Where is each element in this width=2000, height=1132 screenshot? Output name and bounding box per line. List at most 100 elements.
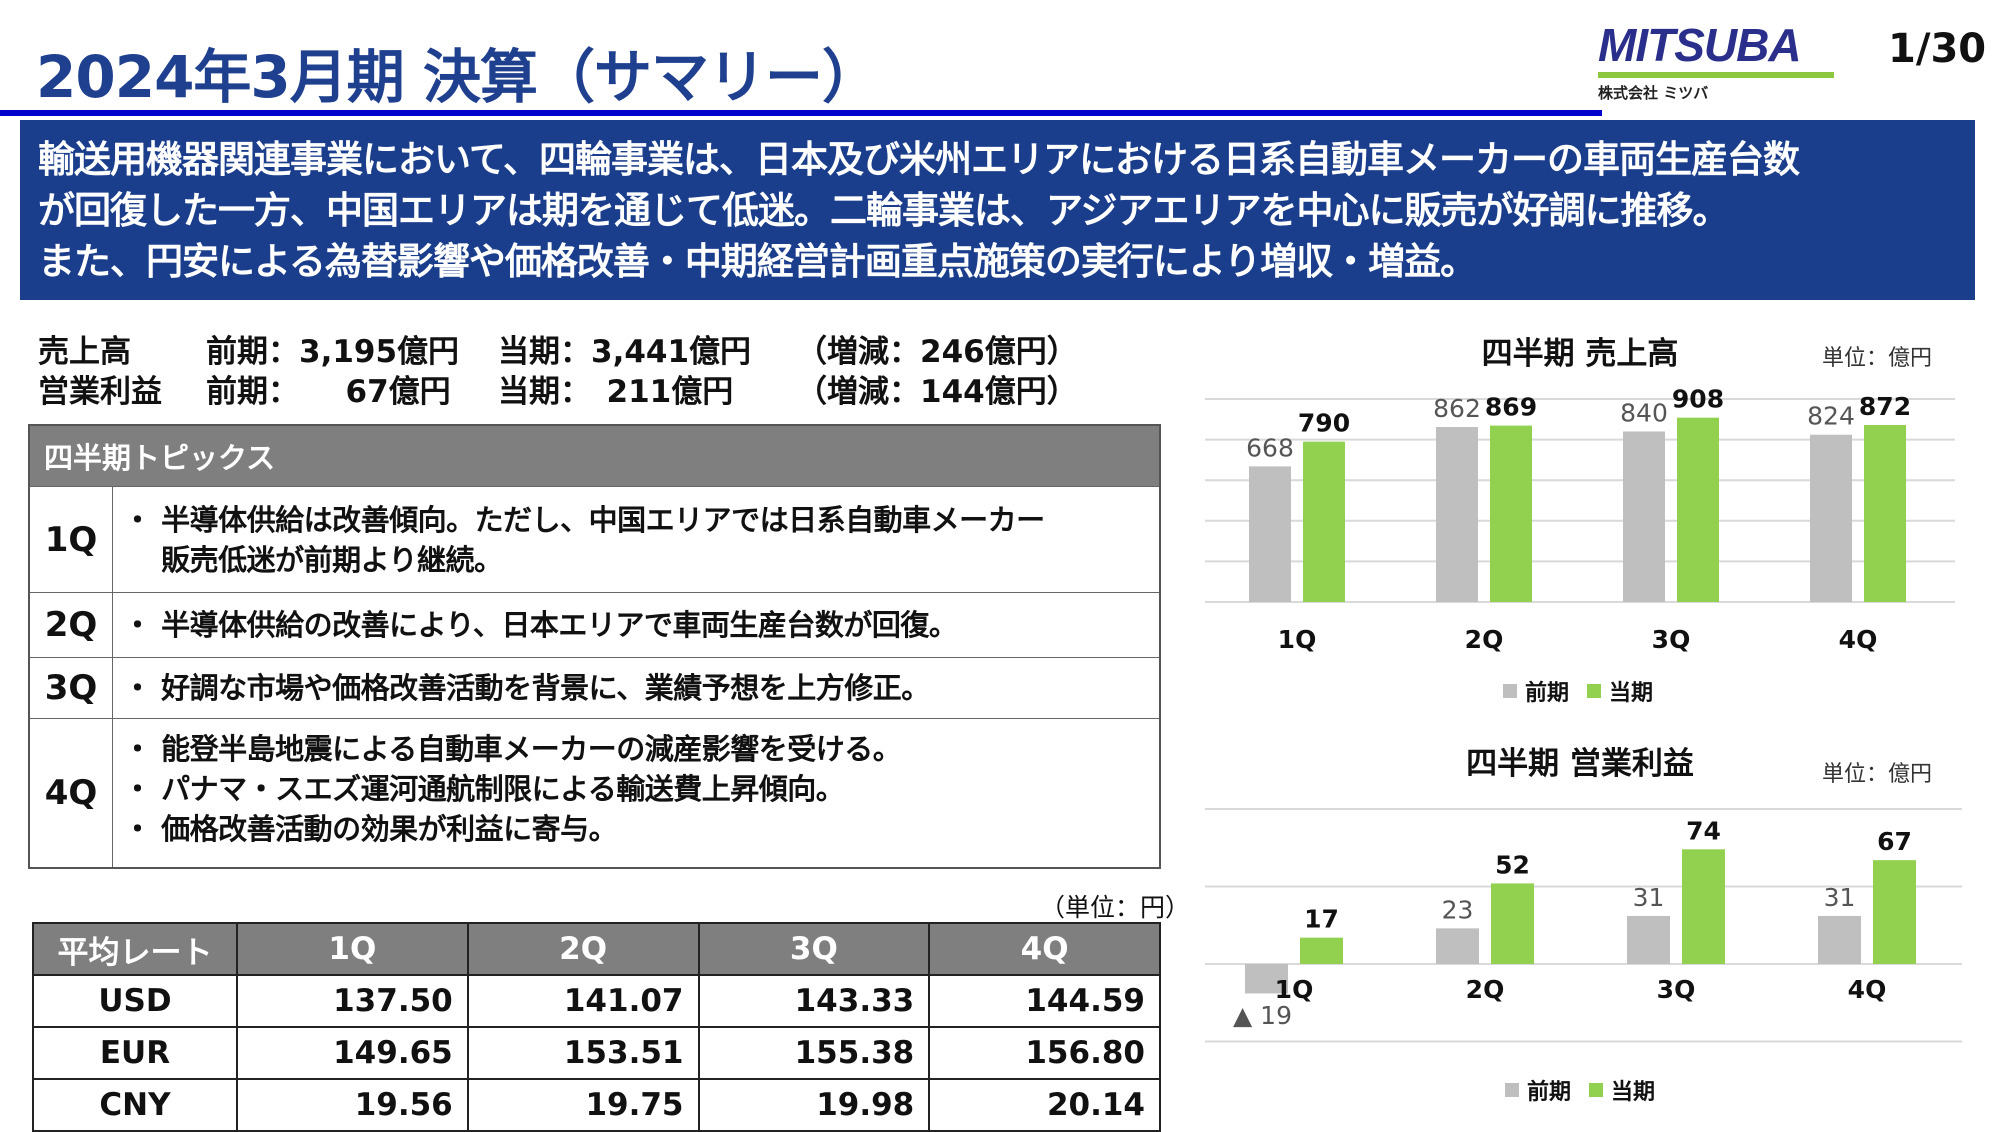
- rate-cell: 156.80: [928, 1026, 1161, 1080]
- page-number: 1/30: [1888, 26, 1987, 72]
- x-tick-label: 3Q: [1652, 625, 1691, 654]
- topic-bullet: ・ パナマ・スエズ運河通航制限による輸送費上昇傾向。: [123, 772, 845, 806]
- x-tick-label: 3Q: [1657, 975, 1696, 1004]
- summary-label: 売上高: [38, 334, 131, 370]
- data-label: 74: [1686, 816, 1721, 845]
- logo-subtext: 株式会社 ミツバ: [1598, 84, 1709, 102]
- x-tick-label: 2Q: [1466, 975, 1505, 1004]
- sales-chart-unit: 単位：億円: [1822, 346, 1933, 371]
- table-row: 3Q ・ 好調な市場や価格改善活動を背景に、業績予想を上方修正。: [28, 657, 1161, 719]
- page-title: 2024年3月期 決算（サマリー）: [36, 43, 880, 111]
- rate-cell: 19.98: [697, 1078, 931, 1132]
- summary-banner: 輸送用機器関連事業において、四輪事業は、日本及び米州エリアにおける日系自動車メー…: [20, 120, 1975, 300]
- bar-prev-1Q: [1245, 964, 1288, 994]
- banner-line: が回復した一方、中国エリアは期を通じて低迷。二輪事業は、アジアエリアを中心に販売…: [38, 189, 1730, 232]
- bar-prev-2Q: [1436, 427, 1478, 602]
- rate-cell: 155.38: [697, 1026, 931, 1080]
- currency-cell: EUR: [32, 1026, 238, 1080]
- bar-prev-3Q: [1627, 915, 1670, 964]
- table-row: USD 137.50 141.07 143.33 144.59: [32, 974, 1161, 1028]
- rate-cell: 141.07: [466, 974, 700, 1028]
- data-label: 790: [1298, 409, 1350, 438]
- data-label: 869: [1485, 393, 1537, 422]
- column-header: 4Q: [928, 922, 1161, 976]
- data-label: 668: [1246, 433, 1294, 462]
- data-label: 31: [1824, 883, 1856, 912]
- data-label: 31: [1633, 883, 1665, 912]
- bar-curr-1Q: [1300, 937, 1343, 964]
- data-label: 52: [1495, 850, 1530, 879]
- x-tick-label: 2Q: [1465, 625, 1504, 654]
- summary-operating-profit: 営業利益 前期： 67億円 当期： 211億円 （増減：144億円）: [38, 366, 1078, 411]
- logo-wordmark: MITSUBA: [1598, 19, 1802, 71]
- bar-curr-2Q: [1490, 425, 1532, 602]
- legend-swatch-prev: [1503, 684, 1517, 698]
- topic-bullet: ・ 好調な市場や価格改善活動を背景に、業績予想を上方修正。: [123, 671, 930, 705]
- sales-chart-title: 四半期 売上高: [1481, 336, 1679, 372]
- bar-curr-2Q: [1491, 883, 1534, 964]
- data-label: ▲ 19: [1233, 1001, 1292, 1030]
- banner-line: 輸送用機器関連事業において、四輪事業は、日本及び米州エリアにおける日系自動車メー…: [38, 138, 1800, 181]
- summary-sales: 売上高 前期：3,195億円 当期：3,441億円 （増減：246億円）: [38, 326, 1078, 371]
- bar-prev-3Q: [1623, 431, 1665, 602]
- legend-label: 前期: [1527, 1080, 1572, 1105]
- bar-curr-3Q: [1682, 849, 1725, 964]
- table-row: 2Q ・ 半導体供給の改善により、日本エリアで車両生産台数が回復。: [28, 592, 1161, 658]
- bar-curr-3Q: [1677, 417, 1719, 602]
- rate-cell: 19.56: [236, 1078, 469, 1132]
- data-label: 908: [1672, 385, 1724, 414]
- bar-curr-1Q: [1303, 441, 1345, 602]
- table-row: 4Q ・ 能登半島地震による自動車メーカーの減産影響を受ける。・ パナマ・スエズ…: [28, 718, 1161, 868]
- data-label: 840: [1620, 398, 1668, 427]
- rate-unit-label: （単位：円）: [1040, 893, 1191, 922]
- title-divider: [0, 110, 1602, 116]
- table-row: EUR 149.65 153.51 155.38 156.80: [32, 1026, 1161, 1080]
- table-row: 1Q ・ 半導体供給は改善傾向。ただし、中国エリアでは日系自動車メーカー 販売低…: [28, 486, 1161, 593]
- operating-profit-chart: ▲ 19 17 1Q 23 52 2Q 31 74 3Q 31 67 4Q: [1205, 808, 1962, 1043]
- rate-cell: 144.59: [928, 974, 1161, 1028]
- quarter-label: 4Q: [28, 718, 113, 868]
- currency-cell: CNY: [32, 1078, 238, 1132]
- logo-green-bar: [1598, 72, 1834, 78]
- column-header: 3Q: [697, 922, 931, 976]
- quarter-label: 3Q: [28, 657, 113, 719]
- data-label: 23: [1442, 895, 1474, 924]
- x-tick-label: 1Q: [1278, 625, 1317, 654]
- table-row: CNY 19.56 19.75 19.98 20.14: [32, 1078, 1161, 1132]
- rate-cell: 143.33: [697, 974, 931, 1028]
- x-tick-label: 4Q: [1839, 625, 1878, 654]
- bar-prev-4Q: [1810, 434, 1852, 602]
- quarter-label: 2Q: [28, 592, 113, 658]
- banner-line: また、円安による為替影響や価格改善・中期経営計画重点施策の実行により増収・増益。: [38, 240, 1477, 283]
- rate-cell: 20.14: [928, 1078, 1161, 1132]
- bar-curr-4Q: [1864, 424, 1906, 602]
- legend-label: 当期: [1611, 1080, 1656, 1105]
- topic-bullet: ・ 半導体供給の改善により、日本エリアで車両生産台数が回復。: [123, 608, 958, 642]
- profit-chart-unit: 単位：億円: [1822, 762, 1933, 787]
- data-label: 824: [1807, 402, 1855, 431]
- rate-cell: 19.75: [466, 1078, 700, 1132]
- summary-curr: 当期： 211億円: [498, 374, 734, 410]
- bar-curr-4Q: [1873, 860, 1916, 964]
- data-label: 17: [1304, 905, 1339, 934]
- legend-swatch-curr: [1587, 684, 1602, 698]
- topic-bullet: ・ 半導体供給は改善傾向。ただし、中国エリアでは日系自動車メーカー: [123, 502, 1045, 537]
- x-tick-label: 1Q: [1275, 975, 1314, 1004]
- legend-swatch-curr: [1589, 1083, 1604, 1097]
- column-header: 2Q: [466, 922, 700, 976]
- data-label: 872: [1859, 392, 1911, 421]
- bar-prev-2Q: [1436, 928, 1479, 964]
- column-header: 平均レート: [32, 922, 238, 976]
- summary-prev: 前期： 67億円: [206, 374, 451, 410]
- exchange-rate-table: 平均レート 1Q 2Q 3Q 4Q USD 137.50 141.07 143.…: [32, 922, 1161, 1132]
- topic-bullet: 販売低迷が前期より継続。: [123, 542, 503, 577]
- sales-chart-legend: 前期 当期: [1503, 675, 1653, 707]
- bar-prev-1Q: [1249, 466, 1291, 602]
- summary-curr: 当期：3,441億円: [498, 334, 752, 370]
- bar-prev-4Q: [1818, 915, 1861, 964]
- x-tick-label: 4Q: [1848, 975, 1887, 1004]
- profit-chart-legend: 前期 当期: [1505, 1074, 1655, 1106]
- currency-cell: USD: [32, 974, 238, 1028]
- quarterly-topics-table: 四半期トピックス 1Q ・ 半導体供給は改善傾向。ただし、中国エリアでは日系自動…: [28, 424, 1161, 869]
